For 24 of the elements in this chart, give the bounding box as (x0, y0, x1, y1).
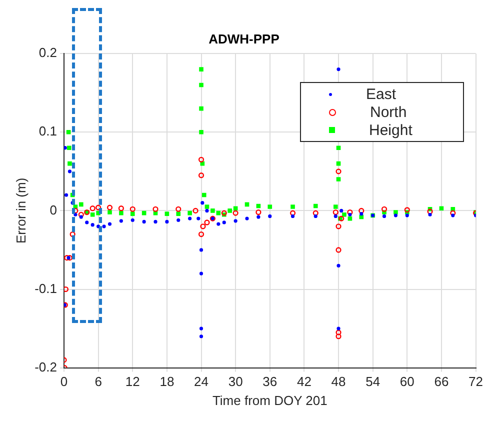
x-axis-title: Time from DOY 201 (212, 392, 328, 408)
x-tick-label: 12 (125, 374, 140, 390)
legend-label: North (370, 104, 407, 120)
x-tick-label: 54 (366, 374, 380, 390)
legend-label: Height (369, 122, 412, 138)
y-tick-label: 0.1 (38, 124, 57, 139)
y-tick-label: 0 (50, 202, 57, 218)
y-tick-label: 0.2 (38, 45, 57, 60)
x-tick-label: 72 (468, 374, 484, 390)
y-axis-title: Error in (m) (13, 178, 28, 244)
x-tick-label: 0 (60, 374, 68, 390)
x-tick-label: 66 (434, 374, 449, 390)
y-tick-label: -0.1 (34, 280, 57, 296)
x-tick-label: 60 (400, 374, 414, 390)
legend-label: East (366, 86, 396, 102)
x-tick-label: 42 (296, 374, 312, 390)
x-tick-label: 6 (94, 374, 102, 390)
x-tick-label: 18 (160, 374, 174, 390)
x-tick-label: 48 (331, 374, 346, 390)
x-tick-label: 36 (262, 374, 278, 390)
y-tick-label: -0.2 (34, 359, 57, 374)
x-tick-label: 24 (194, 374, 208, 390)
chart-title: ADWH-PPP (208, 31, 280, 46)
x-tick-label: 30 (228, 374, 243, 390)
